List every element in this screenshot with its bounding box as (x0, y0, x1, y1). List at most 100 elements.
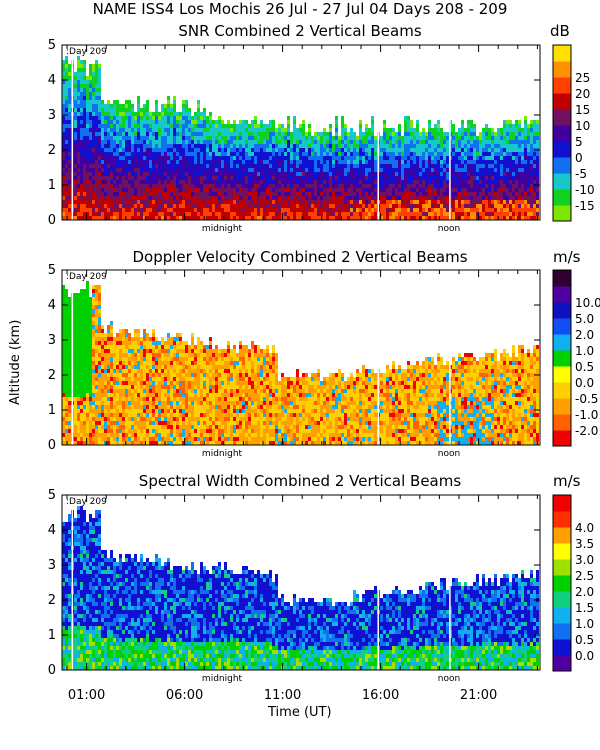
heatmap-cell (269, 160, 272, 164)
heatmap-cell (257, 156, 260, 160)
heatmap-cell (128, 180, 131, 184)
heatmap-cell (170, 156, 173, 160)
heatmap-cell (80, 337, 83, 341)
heatmap-cell (146, 104, 149, 108)
heatmap-cell (221, 176, 224, 180)
heatmap-cell (446, 204, 449, 208)
heatmap-cell (161, 184, 164, 188)
heatmap-cell (353, 168, 356, 172)
heatmap-cell (152, 200, 155, 204)
heatmap-cell (224, 128, 227, 132)
heatmap-cell (362, 160, 365, 164)
heatmap-cell (422, 176, 425, 180)
heatmap-cell (521, 168, 524, 172)
heatmap-cell (392, 152, 395, 156)
heatmap-cell (257, 208, 260, 212)
heatmap-cell (68, 112, 71, 116)
heatmap-cell (197, 144, 200, 148)
heatmap-cell (92, 393, 95, 397)
x-axis-label: Time (UT) (268, 705, 332, 720)
heatmap-cell (506, 148, 509, 152)
heatmap-cell (368, 144, 371, 148)
heatmap-cell (374, 184, 377, 188)
heatmap-cell (77, 112, 80, 116)
heatmap-cell (182, 160, 185, 164)
heatmap-cell (314, 180, 317, 184)
heatmap-cell (98, 76, 101, 80)
heatmap-cell (149, 208, 152, 212)
heatmap-cell (497, 196, 500, 200)
heatmap-cell (92, 361, 95, 365)
heatmap-cell (86, 313, 89, 317)
heatmap-cell (440, 136, 443, 140)
heatmap-cell (104, 216, 107, 220)
heatmap-cell (107, 349, 110, 353)
heatmap-cell (170, 116, 173, 120)
heatmap-cell (221, 184, 224, 188)
heatmap-cell (254, 208, 257, 212)
heatmap-cell (89, 357, 92, 361)
heatmap-cell (146, 160, 149, 164)
heatmap-cell (368, 196, 371, 200)
heatmap-cell (116, 421, 119, 425)
heatmap-cell (110, 325, 113, 329)
heatmap-cell (533, 196, 536, 200)
heatmap-cell (302, 152, 305, 156)
heatmap-cell (74, 172, 77, 176)
heatmap-cell (215, 184, 218, 188)
heatmap-cell (305, 212, 308, 216)
heatmap-cell (323, 148, 326, 152)
heatmap-cell (92, 104, 95, 108)
heatmap-cell (227, 172, 230, 176)
heatmap-cell (185, 140, 188, 144)
heatmap-cell (320, 136, 323, 140)
heatmap-cell (209, 128, 212, 132)
heatmap-cell (188, 212, 191, 216)
heatmap-cell (455, 140, 458, 144)
heatmap-cell (512, 156, 515, 160)
heatmap-cell (425, 156, 428, 160)
heatmap-cell (275, 132, 278, 136)
heatmap-cell (89, 317, 92, 321)
heatmap-cell (92, 212, 95, 216)
heatmap-cell (221, 156, 224, 160)
heatmap-cell (392, 184, 395, 188)
heatmap-cell (530, 140, 533, 144)
heatmap-cell (173, 148, 176, 152)
heatmap-cell (500, 180, 503, 184)
heatmap-cell (110, 196, 113, 200)
colorbar-swatch (553, 45, 571, 62)
heatmap-cell (284, 156, 287, 160)
heatmap-cell (404, 116, 407, 120)
heatmap-cell (131, 140, 134, 144)
heatmap-cell (509, 184, 512, 188)
heatmap-cell (179, 192, 182, 196)
heatmap-cell (104, 184, 107, 188)
heatmap-cell (107, 385, 110, 389)
heatmap-cell (113, 397, 116, 401)
heatmap-cell (437, 212, 440, 216)
heatmap-cell (311, 136, 314, 140)
heatmap-cell (191, 152, 194, 156)
heatmap-cell (215, 196, 218, 200)
heatmap-cell (515, 196, 518, 200)
heatmap-cell (143, 116, 146, 120)
heatmap-cell (146, 124, 149, 128)
heatmap-cell (107, 148, 110, 152)
heatmap-cell (83, 369, 86, 373)
heatmap-cell (476, 140, 479, 144)
heatmap-cell (104, 188, 107, 192)
heatmap-cell (353, 132, 356, 136)
heatmap-cell (212, 176, 215, 180)
heatmap-cell (251, 192, 254, 196)
heatmap-cell (74, 96, 77, 100)
heatmap-cell (122, 212, 125, 216)
heatmap-cell (491, 180, 494, 184)
heatmap-cell (335, 140, 338, 144)
heatmap-cell (182, 216, 185, 220)
heatmap-cell (62, 397, 65, 401)
heatmap-cell (89, 212, 92, 216)
heatmap-cell (137, 184, 140, 188)
heatmap-cell (173, 160, 176, 164)
heatmap-cell (203, 180, 206, 184)
